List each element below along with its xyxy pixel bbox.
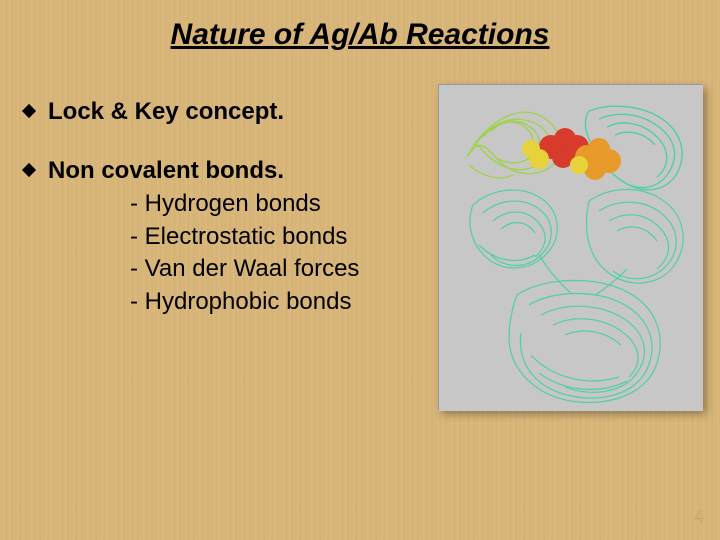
protein-structure-figure (438, 84, 702, 410)
bullet-item: Lock & Key concept. (24, 96, 434, 127)
bullet-marker-icon (22, 104, 36, 118)
bullet-marker-icon (22, 163, 36, 177)
bullet-text: Non covalent bonds. (48, 155, 359, 186)
slide-title: Nature of Ag/Ab Reactions (0, 18, 720, 52)
sub-item: - Hydrophobic bonds (130, 286, 359, 318)
sub-list: - Hydrogen bonds - Electrostatic bonds -… (130, 188, 359, 318)
page-number: 4 (694, 505, 704, 526)
sub-item: - Hydrogen bonds (130, 188, 359, 220)
sub-item: - Electrostatic bonds (130, 221, 359, 253)
content-area: Lock & Key concept. Non covalent bonds. … (24, 96, 434, 318)
sub-item: - Van der Waal forces (130, 253, 359, 285)
bullet-text: Lock & Key concept. (48, 96, 284, 127)
bullet-item: Non covalent bonds. - Hydrogen bonds - E… (24, 155, 434, 318)
